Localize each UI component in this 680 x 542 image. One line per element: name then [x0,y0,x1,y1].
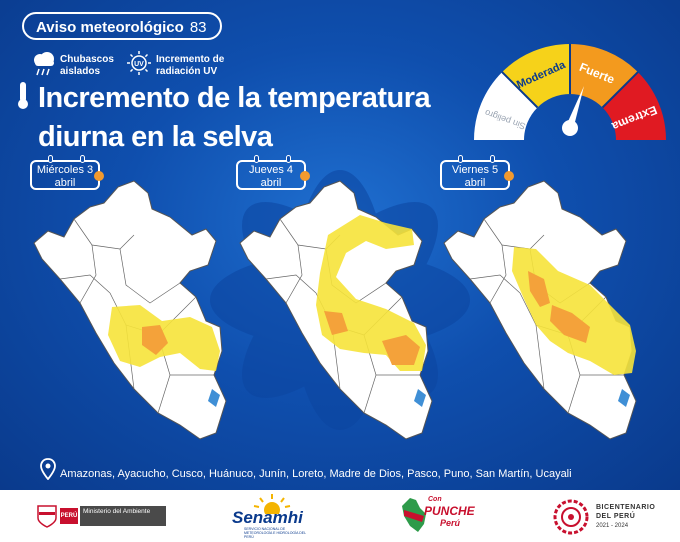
lake-titicaca-2 [414,389,426,407]
legend-uv-label: Incremento de radiación UV [156,54,225,77]
gauge-segment-sin-peligro [474,72,538,140]
minam-ministry-label: Ministerio del Ambiente [80,506,166,526]
day-card-1: Miércoles 3 abril [30,155,104,190]
rain-cloud-icon [34,52,54,76]
title-line-2: diurna en la selva [38,121,273,153]
peru-silhouette-icon [402,498,426,532]
day-card-1-dot [94,171,104,181]
day-card-3-dot [504,171,514,181]
uv-sun-icon: UV [127,51,151,75]
day-card-3: Viernes 5 abril [440,155,514,190]
day-card-2: Jueves 4 abril [236,155,310,190]
gauge-segment-moderada [502,43,570,108]
punche-word-peru: Perú [440,518,461,528]
strong-zone-3b [550,305,590,343]
day-card-2-day: Jueves 4 [248,164,294,176]
peru-coat-of-arms-icon [37,505,57,528]
minam-country-tag: PERÚ [60,508,78,524]
peru-map-day-3 [443,180,637,440]
page-title: Incremento de la temperatura diurna en l… [16,80,431,155]
legend-showers-label: Chubascos aislados [60,54,114,77]
lake-titicaca-1 [208,389,220,407]
senamhi-sun-icon [253,494,291,514]
senamhi-logo: Senamhi SERVICIO NACIONAL DE METEOROLOGÍ… [222,494,322,539]
bicentenario-line-2: DEL PERÚ [596,513,636,520]
punche-word-con: Con [428,496,442,503]
gauge-segment-fuerte [570,43,638,108]
title-line-1: Incremento de la temperatura [38,82,431,115]
punche-peru-logo: Con PUNCHE Perú [400,494,490,538]
legend-item-showers: Chubascos aislados [30,50,126,80]
peru-map-day-1 [33,180,227,440]
bicentenario-logo: BICENTENARIO DEL PERÚ 2021 - 2024 [552,498,662,536]
bicentenario-line-1: BICENTENARIO [596,504,656,511]
strong-zone-2a [324,311,348,335]
thermometer-icon [16,80,30,119]
alert-label: Aviso meteorológico [36,19,184,36]
lake-titicaca-3 [618,389,630,407]
punche-word-punche: PUNCHE [424,504,475,518]
minam-logo: PERÚ Ministerio del Ambiente [36,504,166,528]
day-card-3-month: abril [464,177,486,189]
risk-gauge: Sin peligro Moderada Fuerte Extrema [474,43,666,140]
footer: PERÚ Ministerio del Ambiente Senamhi SER… [0,490,680,542]
location-pin-icon [40,458,56,480]
strong-zone-2b [382,335,420,365]
peru-map-day-2 [239,180,433,440]
gauge-needle [562,86,584,136]
day-card-1-month: abril [54,177,76,189]
bicentenario-emblem-icon [553,499,589,535]
day-card-1-day: Miércoles 3 [36,164,94,176]
day-card-3-day: Viernes 5 [451,164,499,176]
senamhi-subtitle: SERVICIO NACIONAL DE METEOROLOGÍA E HIDR… [244,527,306,539]
svg-text:UV: UV [134,61,144,68]
affected-regions-list: Amazonas, Ayacucho, Cusco, Huánuco, Juní… [60,468,572,480]
gauge-segment-extrema [602,72,666,140]
alert-number: 83 [189,19,207,36]
bicentenario-years: 2021 - 2024 [596,523,629,529]
strong-zone-3a [528,271,550,307]
strong-zone-1 [142,325,168,355]
day-card-2-dot [300,171,310,181]
legend-item-uv: UV Incremento de radiación UV [126,50,236,80]
alert-badge: Aviso meteorológico 83 [22,12,222,40]
senamhi-name: Senamhi [232,508,303,527]
day-card-2-month: abril [260,177,282,189]
